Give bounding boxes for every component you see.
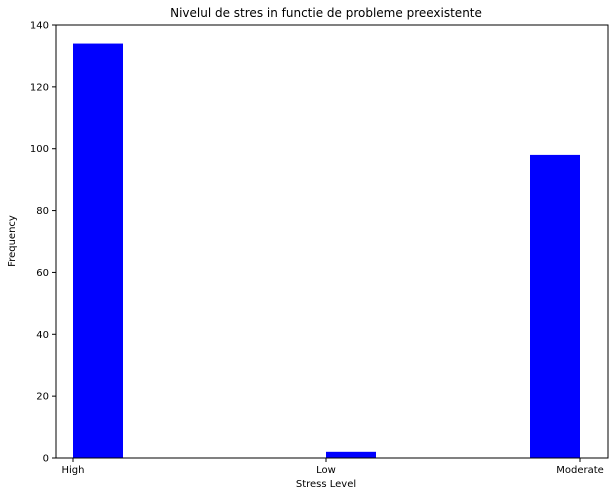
x-tick-label-high: High [62,465,85,476]
bar-moderate [530,154,580,458]
y-tick-label: 20 [36,392,49,403]
y-axis-label: Frequency [7,215,18,267]
x-axis: High Low Moderate [62,458,604,476]
bar-high [73,43,123,459]
plot-frame [55,24,609,459]
x-tick-label-low: Low [316,465,336,476]
y-axis: 0 20 40 60 80 100 120 140 [30,21,56,465]
y-tick-label: 80 [36,206,49,217]
y-tick-label: 120 [30,82,49,93]
y-tick-label: 100 [30,144,49,155]
y-tick-label: 140 [30,21,49,32]
y-tick-label: 40 [36,330,49,341]
chart-title: Nivelul de stres in functie de probleme … [170,6,482,20]
bar-low [326,451,376,458]
bars-group [73,43,580,459]
x-axis-label: Stress Level [296,479,356,490]
y-tick-label: 0 [43,454,49,465]
y-tick-label: 60 [36,268,49,279]
x-tick-label-moderate: Moderate [556,465,604,476]
